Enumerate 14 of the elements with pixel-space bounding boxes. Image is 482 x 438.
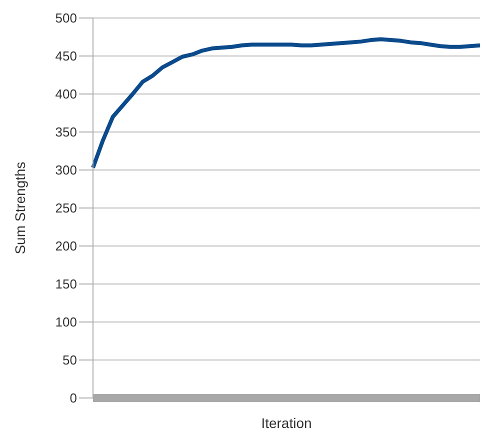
y-tick-label: 300 (55, 162, 77, 178)
y-tick-label: 50 (62, 352, 77, 368)
y-tick-label: 400 (55, 86, 77, 102)
y-tick-label: 100 (55, 314, 77, 330)
y-tick-label: 450 (55, 48, 77, 64)
y-axis-title: Sum Strengths (12, 162, 28, 254)
y-tick-label: 200 (55, 238, 77, 254)
x-axis-title: Iteration (261, 415, 312, 431)
y-tick-label: 350 (55, 124, 77, 140)
line-series (91, 37, 482, 170)
y-tick-label: 500 (55, 10, 77, 26)
y-tick-label: 150 (55, 276, 77, 292)
y-tick-label: 250 (55, 200, 77, 216)
y-tick-label: 0 (70, 390, 77, 406)
